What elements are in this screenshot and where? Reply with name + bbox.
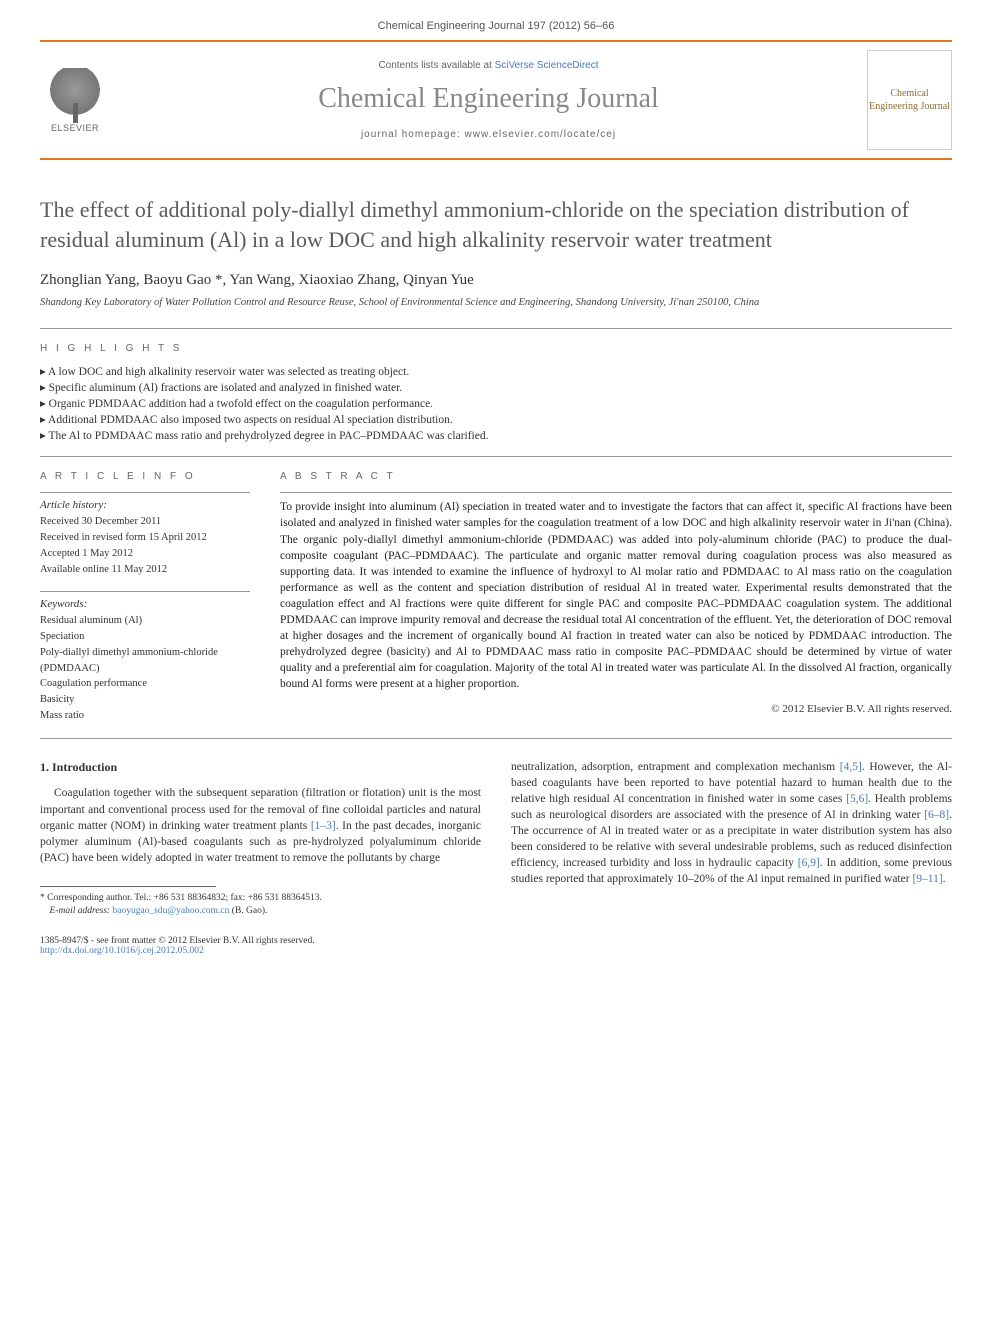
citation-link[interactable]: [9–11]	[912, 873, 942, 885]
keyword: Speciation	[40, 629, 250, 645]
keyword: Mass ratio	[40, 708, 250, 724]
highlights-list: A low DOC and high alkalinity reservoir …	[40, 364, 952, 442]
article-info-column: A R T I C L E I N F O Article history: R…	[40, 471, 250, 723]
highlights-section: H I G H L I G H T S A low DOC and high a…	[40, 343, 952, 442]
highlight-item: Additional PDMDAAC also imposed two aspe…	[40, 412, 952, 426]
divider	[280, 492, 952, 493]
history-line: Available online 11 May 2012	[40, 562, 250, 578]
highlight-item: Specific aluminum (Al) fractions are iso…	[40, 380, 952, 394]
highlights-label: H I G H L I G H T S	[40, 343, 952, 354]
body-columns: 1. Introduction Coagulation together wit…	[40, 759, 952, 919]
history-line: Accepted 1 May 2012	[40, 546, 250, 562]
body-column-left: 1. Introduction Coagulation together wit…	[40, 759, 481, 919]
elsevier-logo: ELSEVIER	[40, 60, 110, 140]
divider	[40, 456, 952, 457]
homepage-line: journal homepage: www.elsevier.com/locat…	[125, 129, 852, 140]
keyword: Basicity	[40, 692, 250, 708]
info-abstract-row: A R T I C L E I N F O Article history: R…	[40, 471, 952, 723]
history-heading: Article history:	[40, 499, 250, 511]
elsevier-label: ELSEVIER	[51, 123, 99, 133]
journal-name: Chemical Engineering Journal	[125, 83, 852, 115]
contents-lists-line: Contents lists available at SciVerse Sci…	[125, 60, 852, 71]
homepage-prefix: journal homepage:	[361, 129, 465, 140]
citation-link[interactable]: [1–3]	[311, 820, 336, 832]
divider	[40, 738, 952, 739]
history-line: Received in revised form 15 April 2012	[40, 530, 250, 546]
doi-link[interactable]: http://dx.doi.org/10.1016/j.cej.2012.05.…	[40, 946, 204, 956]
masthead-center: Contents lists available at SciVerse Sci…	[125, 60, 852, 140]
body-paragraph: Coagulation together with the subsequent…	[40, 785, 481, 865]
email-footnote: E-mail address: baoyugao_sdu@yahoo.com.c…	[40, 905, 481, 918]
corresponding-footnote: * Corresponding author. Tel.: +86 531 88…	[40, 892, 481, 905]
sciencedirect-link[interactable]: SciVerse ScienceDirect	[495, 60, 599, 71]
divider	[40, 591, 250, 592]
abstract-column: A B S T R A C T To provide insight into …	[280, 471, 952, 723]
journal-cover-thumb: Chemical Engineering Journal	[867, 50, 952, 150]
running-head: Chemical Engineering Journal 197 (2012) …	[40, 20, 952, 32]
citation-link[interactable]: [4,5]	[840, 761, 862, 773]
keyword: Coagulation performance	[40, 676, 250, 692]
citation-link[interactable]: [6–8]	[924, 809, 949, 821]
citation-link[interactable]: [5,6]	[846, 793, 868, 805]
intro-heading: 1. Introduction	[40, 759, 481, 776]
keywords-heading: Keywords:	[40, 598, 250, 610]
highlight-item: A low DOC and high alkalinity reservoir …	[40, 364, 952, 378]
highlight-item: The Al to PDMDAAC mass ratio and prehydr…	[40, 428, 952, 442]
contents-prefix: Contents lists available at	[378, 60, 494, 71]
issn-line: 1385-8947/$ - see front matter © 2012 El…	[40, 936, 952, 946]
divider	[40, 328, 952, 329]
keyword: Poly-diallyl dimethyl ammonium-chloride …	[40, 645, 250, 677]
email-suffix: (B. Gao).	[229, 906, 267, 916]
footer-block: 1385-8947/$ - see front matter © 2012 El…	[40, 936, 952, 956]
keyword: Residual aluminum (Al)	[40, 613, 250, 629]
abstract-label: A B S T R A C T	[280, 471, 952, 482]
email-label: E-mail address:	[50, 906, 113, 916]
masthead: ELSEVIER Contents lists available at Sci…	[40, 40, 952, 160]
author-list: Zhonglian Yang, Baoyu Gao *, Yan Wang, X…	[40, 272, 952, 289]
body-column-right: neutralization, adsorption, entrapment a…	[511, 759, 952, 919]
citation-link[interactable]: [6,9]	[798, 857, 820, 869]
article-title: The effect of additional poly-diallyl di…	[40, 195, 952, 254]
history-line: Received 30 December 2011	[40, 514, 250, 530]
article-info-label: A R T I C L E I N F O	[40, 471, 250, 482]
abstract-copyright: © 2012 Elsevier B.V. All rights reserved…	[280, 703, 952, 715]
abstract-text: To provide insight into aluminum (Al) sp…	[280, 499, 952, 692]
divider	[40, 492, 250, 493]
email-link[interactable]: baoyugao_sdu@yahoo.com.cn	[112, 906, 229, 916]
footnote-divider	[40, 886, 216, 887]
body-paragraph: neutralization, adsorption, entrapment a…	[511, 759, 952, 888]
homepage-url: www.elsevier.com/locate/cej	[465, 129, 617, 140]
elsevier-tree-icon	[50, 68, 100, 123]
affiliation: Shandong Key Laboratory of Water Polluti…	[40, 297, 952, 308]
highlight-item: Organic PDMDAAC addition had a twofold e…	[40, 396, 952, 410]
